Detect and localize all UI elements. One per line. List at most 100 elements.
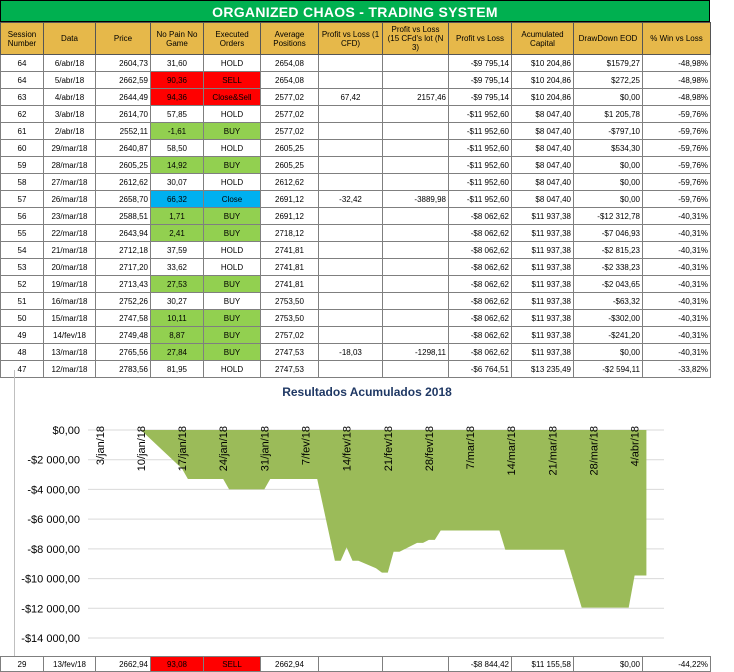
cell-date[interactable]: 12/mar/18	[43, 360, 96, 378]
cell-executed-order[interactable]: BUY	[203, 309, 261, 327]
cell-session[interactable]: 59	[0, 156, 44, 174]
cell-drawdown[interactable]: $272,25	[573, 71, 643, 89]
cell-accumulated-capital[interactable]: $11 937,38	[511, 207, 574, 225]
cell-profit-vs-loss[interactable]: -$8 062,62	[448, 343, 512, 361]
cell-date[interactable]: 20/mar/18	[43, 258, 96, 276]
cell-accumulated-capital[interactable]: $11 937,38	[511, 309, 574, 327]
cell-average-position[interactable]: 2577,02	[260, 105, 319, 123]
cell-profit-vs-loss[interactable]: -$8 062,62	[448, 224, 512, 242]
cell-no-pain-no-game[interactable]: 94,36	[150, 88, 204, 106]
header-executed-orders[interactable]: Executed Orders	[203, 22, 261, 55]
cell-executed-order[interactable]: BUY	[203, 224, 261, 242]
cell-average-position[interactable]: 2612,62	[260, 173, 319, 191]
cell-drawdown[interactable]: $0,00	[573, 88, 643, 106]
cell-profit-15cfd[interactable]	[382, 275, 449, 293]
cell-profit-vs-loss[interactable]: -$11 952,60	[448, 190, 512, 208]
cell-average-position[interactable]: 2741,81	[260, 258, 319, 276]
cell-price[interactable]: 2712,18	[95, 241, 151, 259]
cell-date[interactable]: 27/mar/18	[43, 173, 96, 191]
cell-no-pain-no-game[interactable]: 81,95	[150, 360, 204, 378]
cell-average-position[interactable]: 2662,94	[260, 656, 319, 672]
header-price[interactable]: Price	[95, 22, 151, 55]
cell-date[interactable]: 21/mar/18	[43, 241, 96, 259]
cell-average-position[interactable]: 2718,12	[260, 224, 319, 242]
table-row[interactable]: 53 20/mar/18 2717,20 33,62 HOLD 2741,81 -$8 06…	[0, 258, 711, 276]
cell-price[interactable]: 2658,70	[95, 190, 151, 208]
cell-no-pain-no-game[interactable]: 93,08	[150, 656, 204, 672]
cell-profit-15cfd[interactable]	[382, 309, 449, 327]
cell-drawdown[interactable]: -$302,00	[573, 309, 643, 327]
cell-executed-order[interactable]: SELL	[203, 656, 261, 672]
cell-profit-15cfd[interactable]	[382, 207, 449, 225]
cell-profit-15cfd[interactable]	[382, 656, 449, 672]
cell-drawdown[interactable]: $0,00	[573, 173, 643, 191]
cell-no-pain-no-game[interactable]: 27,53	[150, 275, 204, 293]
cell-profit-vs-loss[interactable]: -$11 952,60	[448, 122, 512, 140]
cell-drawdown[interactable]: -$2 815,23	[573, 241, 643, 259]
table-row[interactable]: 63 4/abr/18 2644,49 94,36 Close&Sell 2577,02 6…	[0, 88, 711, 106]
cell-session[interactable]: 48	[0, 343, 44, 361]
cell-session[interactable]: 50	[0, 309, 44, 327]
cell-profit-15cfd[interactable]	[382, 122, 449, 140]
cell-price[interactable]: 2783,56	[95, 360, 151, 378]
cell-date[interactable]: 4/abr/18	[43, 88, 96, 106]
cell-win-loss-pct[interactable]: -48,98%	[642, 71, 711, 89]
cell-win-loss-pct[interactable]: -40,31%	[642, 258, 711, 276]
cell-win-loss-pct[interactable]: -59,76%	[642, 173, 711, 191]
cell-no-pain-no-game[interactable]: 90,36	[150, 71, 204, 89]
cell-profit-15cfd[interactable]	[382, 258, 449, 276]
cell-accumulated-capital[interactable]: $10 204,86	[511, 54, 574, 72]
cell-profit-vs-loss[interactable]: -$8 062,62	[448, 326, 512, 344]
cell-no-pain-no-game[interactable]: 58,50	[150, 139, 204, 157]
cell-profit-vs-loss[interactable]: -$9 795,14	[448, 54, 512, 72]
cell-date[interactable]: 5/abr/18	[43, 71, 96, 89]
table-row[interactable]: 29 13/fev/18 2662,94 93,08 SELL 2662,94 …	[0, 656, 711, 672]
header-drawdown[interactable]: DrawDown EOD	[573, 22, 643, 55]
cell-price[interactable]: 2662,59	[95, 71, 151, 89]
cell-profit-1cfd[interactable]	[318, 156, 383, 174]
cell-win-loss-pct[interactable]: -40,31%	[642, 224, 711, 242]
cell-profit-1cfd[interactable]: 67,42	[318, 88, 383, 106]
cell-session[interactable]: 58	[0, 173, 44, 191]
cell-session[interactable]: 49	[0, 326, 44, 344]
cell-drawdown[interactable]: $0,00	[573, 156, 643, 174]
cell-date[interactable]: 13/mar/18	[43, 343, 96, 361]
header-win-loss-pct[interactable]: % Win vs Loss	[642, 22, 711, 55]
cell-win-loss-pct[interactable]: -40,31%	[642, 309, 711, 327]
cell-accumulated-capital[interactable]: $8 047,40	[511, 105, 574, 123]
cell-profit-15cfd[interactable]	[382, 292, 449, 310]
cell-accumulated-capital[interactable]: $10 204,86	[511, 71, 574, 89]
cell-session[interactable]: 55	[0, 224, 44, 242]
cell-drawdown[interactable]: -$241,20	[573, 326, 643, 344]
cell-profit-vs-loss[interactable]: -$8 062,62	[448, 241, 512, 259]
cell-executed-order[interactable]: HOLD	[203, 54, 261, 72]
cell-session[interactable]: 54	[0, 241, 44, 259]
cell-date[interactable]: 13/fev/18	[43, 656, 96, 672]
cell-profit-1cfd[interactable]	[318, 258, 383, 276]
cell-profit-1cfd[interactable]: -18,03	[318, 343, 383, 361]
cell-profit-1cfd[interactable]	[318, 139, 383, 157]
cell-profit-15cfd[interactable]	[382, 71, 449, 89]
cell-drawdown[interactable]: -$797,10	[573, 122, 643, 140]
table-row[interactable]: 57 26/mar/18 2658,70 66,32 Close 2691,12 -32,4…	[0, 190, 711, 208]
cell-executed-order[interactable]: BUY	[203, 275, 261, 293]
cell-price[interactable]: 2604,73	[95, 54, 151, 72]
header-average-positions[interactable]: Average Positions	[260, 22, 319, 55]
cell-date[interactable]: 3/abr/18	[43, 105, 96, 123]
cell-profit-1cfd[interactable]	[318, 326, 383, 344]
cell-drawdown[interactable]: $534,30	[573, 139, 643, 157]
cell-accumulated-capital[interactable]: $11 937,38	[511, 241, 574, 259]
cell-session[interactable]: 64	[0, 54, 44, 72]
header-accumulated-capital[interactable]: Acumulated Capital	[511, 22, 574, 55]
cell-date[interactable]: 19/mar/18	[43, 275, 96, 293]
cell-accumulated-capital[interactable]: $11 937,38	[511, 275, 574, 293]
cell-profit-1cfd[interactable]	[318, 292, 383, 310]
cell-session[interactable]: 64	[0, 71, 44, 89]
cell-no-pain-no-game[interactable]: 31,60	[150, 54, 204, 72]
cell-average-position[interactable]: 2605,25	[260, 156, 319, 174]
table-row[interactable]: 50 15/mar/18 2747,58 10,11 BUY 2753,50 -$8 062…	[0, 309, 711, 327]
cell-profit-15cfd[interactable]: -3889,98	[382, 190, 449, 208]
cell-profit-vs-loss[interactable]: -$9 795,14	[448, 71, 512, 89]
cell-win-loss-pct[interactable]: -33,82%	[642, 360, 711, 378]
table-row[interactable]: 52 19/mar/18 2713,43 27,53 BUY 2741,81 -$8 062…	[0, 275, 711, 293]
